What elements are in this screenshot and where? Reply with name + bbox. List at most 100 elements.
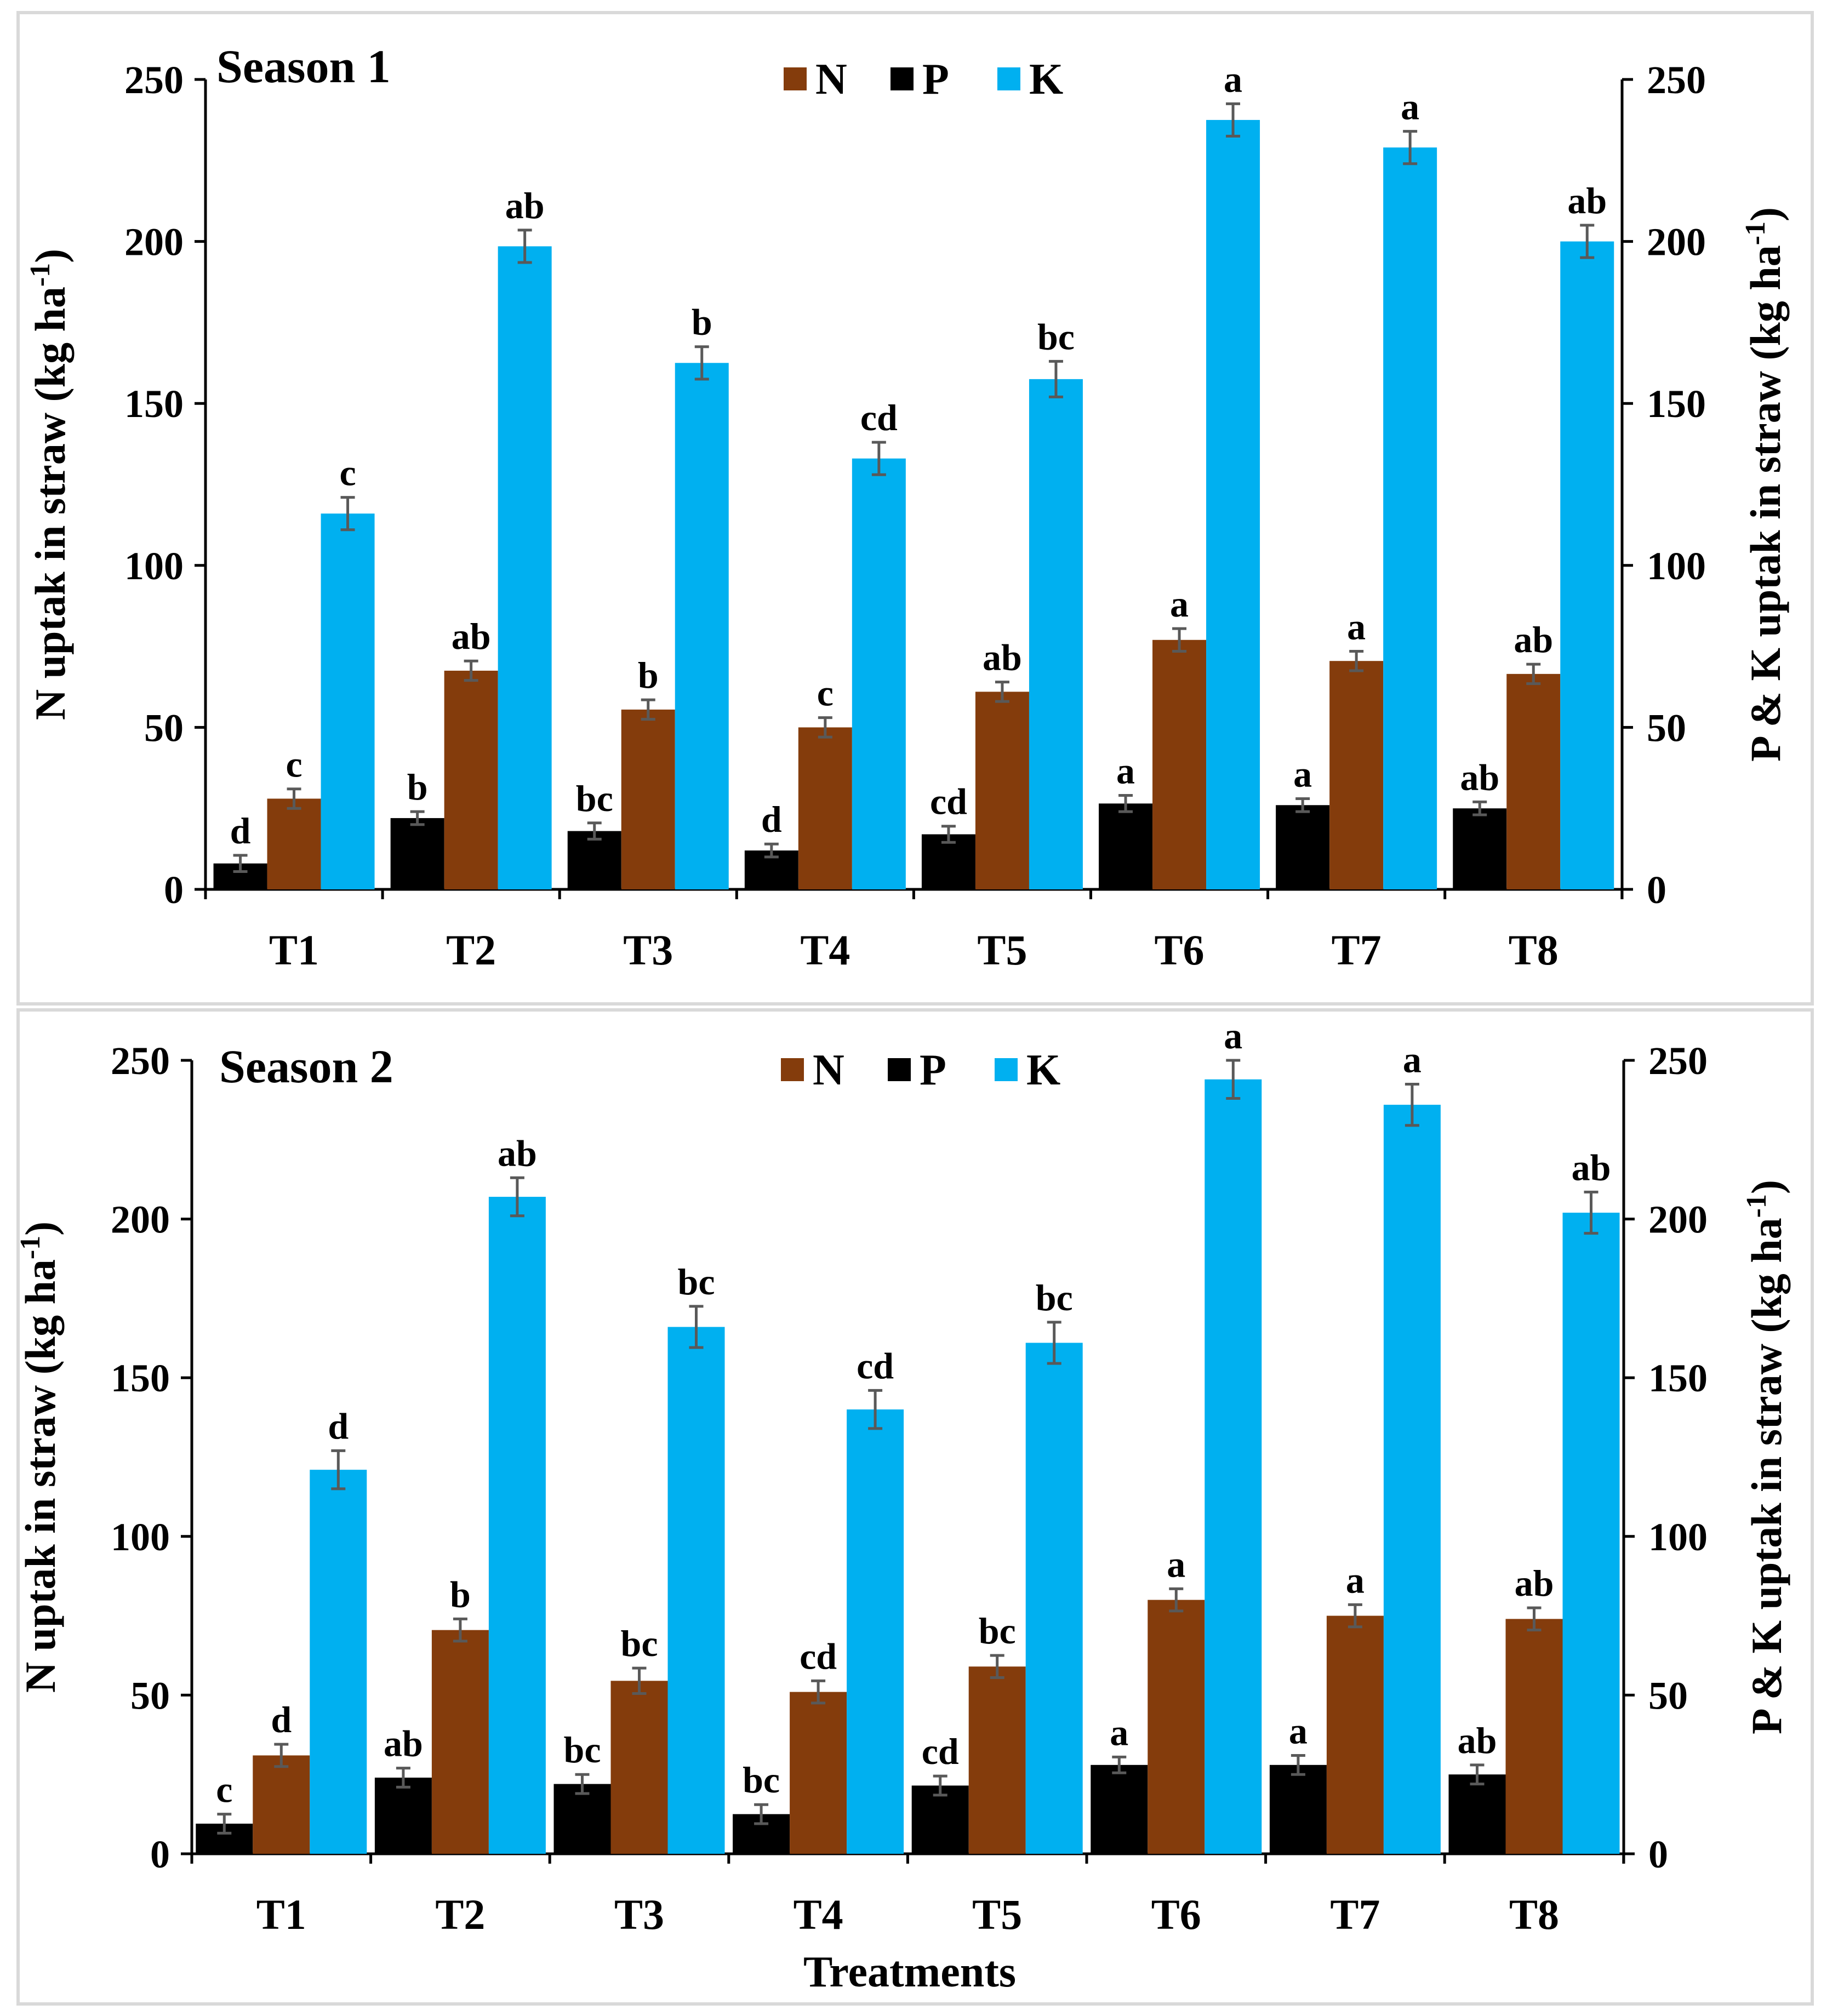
legend-swatch-p bbox=[890, 67, 914, 90]
left-tick-label: 250 bbox=[111, 1039, 170, 1083]
significance-letter: a bbox=[1346, 1559, 1365, 1601]
chart-season-2: 0 0 50 50 100 100 150 150 200 200 250 250 T1 T2 T3 T4 T5… bbox=[15, 1015, 1791, 1938]
significance-letter: a bbox=[1401, 86, 1419, 128]
significance-letter: cd bbox=[930, 781, 967, 823]
left-tick-label: 100 bbox=[124, 544, 184, 588]
category-label-t5: T5 bbox=[972, 1891, 1022, 1938]
x-axis-title: Treatments bbox=[803, 1948, 1016, 1996]
significance-letter: bc bbox=[564, 1729, 601, 1771]
right-tick-label: 250 bbox=[1648, 1039, 1708, 1083]
significance-letter: a bbox=[1110, 1711, 1128, 1753]
right-tick-label: 150 bbox=[1647, 382, 1706, 426]
bar-n-t5 bbox=[968, 1666, 1026, 1854]
significance-letter: ab bbox=[1458, 1720, 1497, 1761]
bar-k-t3 bbox=[675, 363, 729, 889]
left-tick-label: 150 bbox=[124, 382, 184, 426]
category-label-t5: T5 bbox=[977, 926, 1027, 974]
significance-letter: bc bbox=[576, 778, 613, 819]
significance-letter: cd bbox=[800, 1635, 837, 1677]
significance-letter: ab bbox=[983, 637, 1022, 678]
legend-swatch-n bbox=[784, 67, 807, 90]
legend-swatch-p bbox=[888, 1058, 911, 1081]
category-label-t3: T3 bbox=[614, 1891, 664, 1938]
category-label-t7: T7 bbox=[1332, 926, 1382, 974]
category-label-t6: T6 bbox=[1155, 926, 1205, 974]
significance-letter: cd bbox=[857, 1345, 894, 1386]
right-tick-label: 0 bbox=[1647, 868, 1666, 912]
significance-letter: d bbox=[328, 1405, 349, 1447]
right-tick-label: 100 bbox=[1647, 544, 1706, 588]
category-label-t2: T2 bbox=[446, 926, 496, 974]
bar-p-t7 bbox=[1276, 805, 1330, 889]
bar-k-t7 bbox=[1383, 1105, 1441, 1854]
category-label-t1: T1 bbox=[256, 1891, 306, 1938]
bar-n-t7 bbox=[1326, 1615, 1384, 1854]
bar-p-t2 bbox=[390, 818, 444, 889]
significance-letter: cd bbox=[860, 397, 898, 438]
bar-n-t4 bbox=[798, 727, 852, 889]
bar-p-t3 bbox=[567, 831, 621, 889]
right-tick-label: 200 bbox=[1647, 220, 1706, 264]
category-label-t8: T8 bbox=[1509, 1891, 1559, 1938]
right-tick-label: 100 bbox=[1648, 1515, 1708, 1559]
significance-letter: cd bbox=[922, 1731, 959, 1772]
left-tick-label: 50 bbox=[130, 1674, 170, 1717]
significance-letter: bc bbox=[979, 1610, 1016, 1652]
significance-letter: ab bbox=[505, 185, 545, 226]
bar-p-t8 bbox=[1453, 808, 1507, 889]
bar-n-t2 bbox=[431, 1630, 489, 1854]
significance-letter: ab bbox=[452, 615, 491, 657]
bar-n-t8 bbox=[1506, 673, 1561, 889]
significance-letter: d bbox=[761, 798, 782, 840]
bar-k-t5 bbox=[1025, 1343, 1083, 1854]
left-tick-label: 250 bbox=[124, 58, 184, 102]
significance-letter: a bbox=[1293, 753, 1312, 795]
significance-letter: b bbox=[692, 301, 712, 343]
chart-season-1: 0 0 50 50 100 100 150 150 200 200 250 250 T1 T2 T3 T4 T5… bbox=[25, 40, 1790, 974]
bar-p-t2 bbox=[374, 1777, 432, 1854]
right-y-axis-label: P & K uptak in straw (kg ha-1) bbox=[1740, 207, 1790, 762]
significance-letter: ab bbox=[384, 1723, 423, 1764]
significance-letter: a bbox=[1224, 1015, 1242, 1056]
bar-n-t8 bbox=[1505, 1619, 1563, 1854]
significance-letter: ab bbox=[1515, 1562, 1554, 1604]
significance-letter: bc bbox=[1036, 1277, 1073, 1318]
category-label-t4: T4 bbox=[794, 1891, 843, 1938]
bar-n-t1 bbox=[253, 1755, 310, 1854]
category-label-t1: T1 bbox=[269, 926, 319, 974]
bar-k-t6 bbox=[1206, 119, 1260, 889]
significance-letter: c bbox=[817, 672, 834, 714]
significance-letter: a bbox=[1347, 606, 1366, 647]
chart-title: Season 2 bbox=[219, 1040, 393, 1093]
bar-k-t6 bbox=[1205, 1079, 1262, 1854]
left-tick-label: 200 bbox=[111, 1198, 170, 1242]
significance-letter: a bbox=[1170, 583, 1189, 625]
significance-letter: bc bbox=[743, 1759, 780, 1801]
legend-label-n: N bbox=[815, 55, 847, 104]
bar-n-t1 bbox=[267, 798, 321, 889]
significance-letter: d bbox=[271, 1699, 292, 1740]
legend-swatch-n bbox=[781, 1058, 804, 1081]
legend-label-k: K bbox=[1026, 1046, 1060, 1094]
bar-n-t6 bbox=[1152, 639, 1207, 889]
significance-letter: bc bbox=[1037, 316, 1075, 357]
category-label-t6: T6 bbox=[1151, 1891, 1201, 1938]
bar-k-t8 bbox=[1560, 241, 1614, 890]
bar-p-t6 bbox=[1099, 803, 1153, 889]
category-label-t8: T8 bbox=[1509, 926, 1559, 974]
left-tick-label: 50 bbox=[144, 706, 184, 750]
significance-letter: c bbox=[286, 744, 302, 785]
bar-p-t7 bbox=[1269, 1764, 1327, 1854]
legend-swatch-k bbox=[995, 1058, 1018, 1081]
right-tick-label: 50 bbox=[1647, 706, 1686, 750]
category-label-t2: T2 bbox=[435, 1891, 485, 1938]
legend-label-p: P bbox=[920, 1046, 946, 1094]
chart-title: Season 1 bbox=[216, 40, 391, 93]
right-tick-label: 50 bbox=[1648, 1674, 1688, 1717]
bar-n-t5 bbox=[975, 692, 1029, 889]
category-label-t4: T4 bbox=[800, 926, 850, 974]
bar-p-t8 bbox=[1448, 1774, 1506, 1854]
bar-n-t4 bbox=[790, 1692, 847, 1854]
